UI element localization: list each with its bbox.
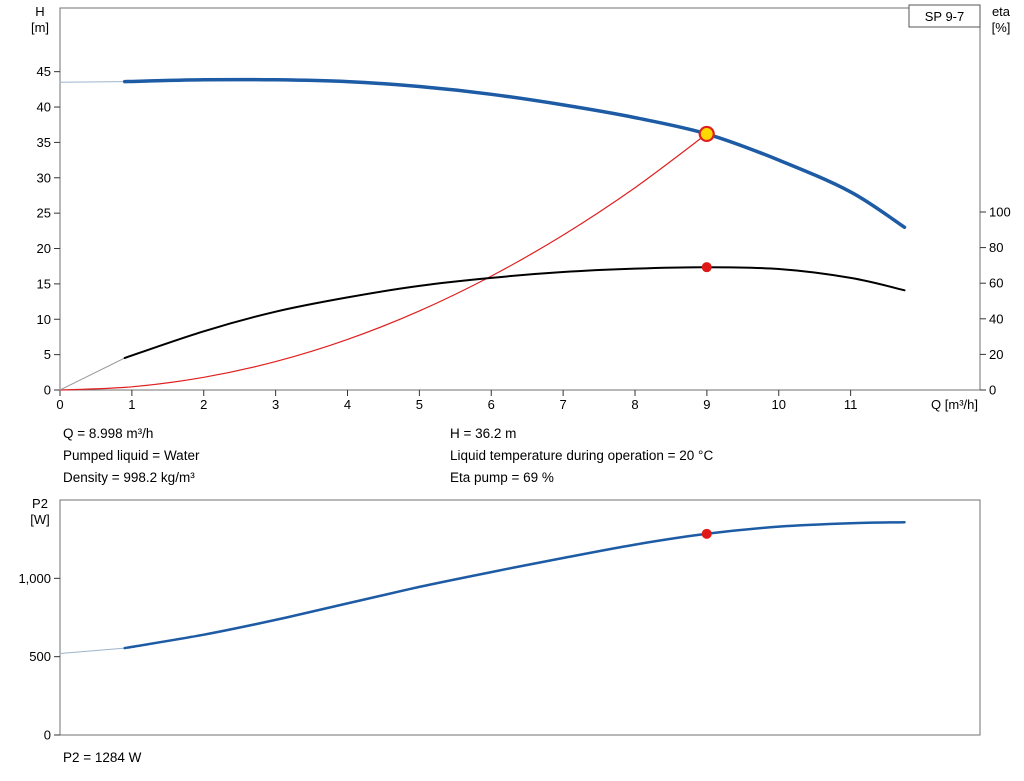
liquid-temperature-value: Liquid temperature during operation = 20… — [450, 448, 714, 463]
density-value: Density = 998.2 kg/m³ — [63, 470, 195, 485]
duty-point-p2 — [701, 528, 712, 539]
x-tick-label: 3 — [272, 397, 279, 412]
h-value: H = 36.2 m — [450, 426, 517, 441]
y-left-tick-label: 35 — [37, 135, 51, 150]
y-left-axis-title: H — [35, 4, 44, 19]
y-left-tick-label: 500 — [29, 649, 51, 664]
y-left-tick-label: 10 — [37, 312, 51, 327]
plot-frame — [59, 7, 981, 391]
y-right-tick-label: 60 — [989, 276, 1003, 291]
y-left-tick-label: 25 — [37, 206, 51, 221]
p2-details: P2 = 1284 W — [63, 748, 1024, 768]
duty-point-eta — [701, 262, 712, 273]
x-tick-label: 1 — [128, 397, 135, 412]
p2-curve-lead — [59, 647, 126, 654]
x-tick-label: 11 — [844, 397, 858, 412]
details-row: Q = 8.998 m³/h H = 36.2 m — [63, 423, 1024, 445]
x-tick-label: 8 — [631, 397, 638, 412]
p2-curve — [123, 520, 906, 650]
x-tick-label: 0 — [56, 397, 63, 412]
duty-point-head — [698, 125, 715, 143]
head-curve — [122, 77, 907, 230]
x-tick-label: 4 — [344, 397, 351, 412]
plot-frame — [59, 499, 981, 736]
y-left-axis-title: [m] — [31, 20, 49, 35]
p2-value: P2 = 1284 W — [63, 750, 142, 765]
y-right-tick-label: 80 — [989, 240, 1003, 255]
y-left-tick-label: 30 — [37, 170, 51, 185]
head-curve-lead — [59, 81, 126, 83]
y-right-tick-label: 0 — [989, 383, 996, 398]
y-left-tick-label: 5 — [44, 347, 51, 362]
y-left-tick-label: 0 — [44, 383, 51, 398]
x-tick-label: 9 — [703, 397, 710, 412]
x-tick-label: 6 — [488, 397, 495, 412]
y-right-tick-label: 100 — [989, 204, 1011, 219]
x-tick-label: 10 — [772, 397, 786, 412]
pump-model-box — [908, 4, 981, 28]
y-left-axis-title: [W] — [30, 512, 50, 527]
system-curve — [59, 133, 708, 391]
y-right-axis-title: [%] — [992, 20, 1011, 35]
y-left-tick-label: 0 — [44, 728, 51, 743]
operating-point-details: Q = 8.998 m³/h H = 36.2 m Pumped liquid … — [0, 418, 1024, 492]
x-tick-label: 5 — [416, 397, 423, 412]
p2-chart: 0 500 1,000 P2[W] — [18, 496, 981, 743]
y-right-axis-title: eta — [992, 4, 1011, 19]
y-left-axis-title: P2 — [32, 496, 48, 511]
eta-curve — [123, 266, 906, 359]
y-left-tick-label: 20 — [37, 241, 51, 256]
pump-model-badge: SP 9-7 — [925, 9, 965, 24]
eta-pump-value: Eta pump = 69 % — [450, 470, 554, 485]
y-right-tick-label: 40 — [989, 311, 1003, 326]
eta-curve-lead — [59, 357, 126, 391]
y-left-tick-label: 40 — [37, 100, 51, 115]
x-tick-label: 7 — [560, 397, 567, 412]
q-value: Q = 8.998 m³/h — [63, 426, 154, 441]
pumped-liquid-value: Pumped liquid = Water — [63, 448, 200, 463]
y-left-tick-label: 45 — [37, 64, 51, 79]
x-axis-title: Q [m³/h] — [931, 397, 978, 412]
y-right-tick-label: 20 — [989, 347, 1003, 362]
y-left-tick-label: 1,000 — [18, 571, 51, 586]
details-row: Density = 998.2 kg/m³ Eta pump = 69 % — [63, 467, 1024, 489]
details-row: Pumped liquid = Water Liquid temperature… — [63, 445, 1024, 467]
x-tick-label: 2 — [200, 397, 207, 412]
y-left-tick-label: 15 — [37, 276, 51, 291]
